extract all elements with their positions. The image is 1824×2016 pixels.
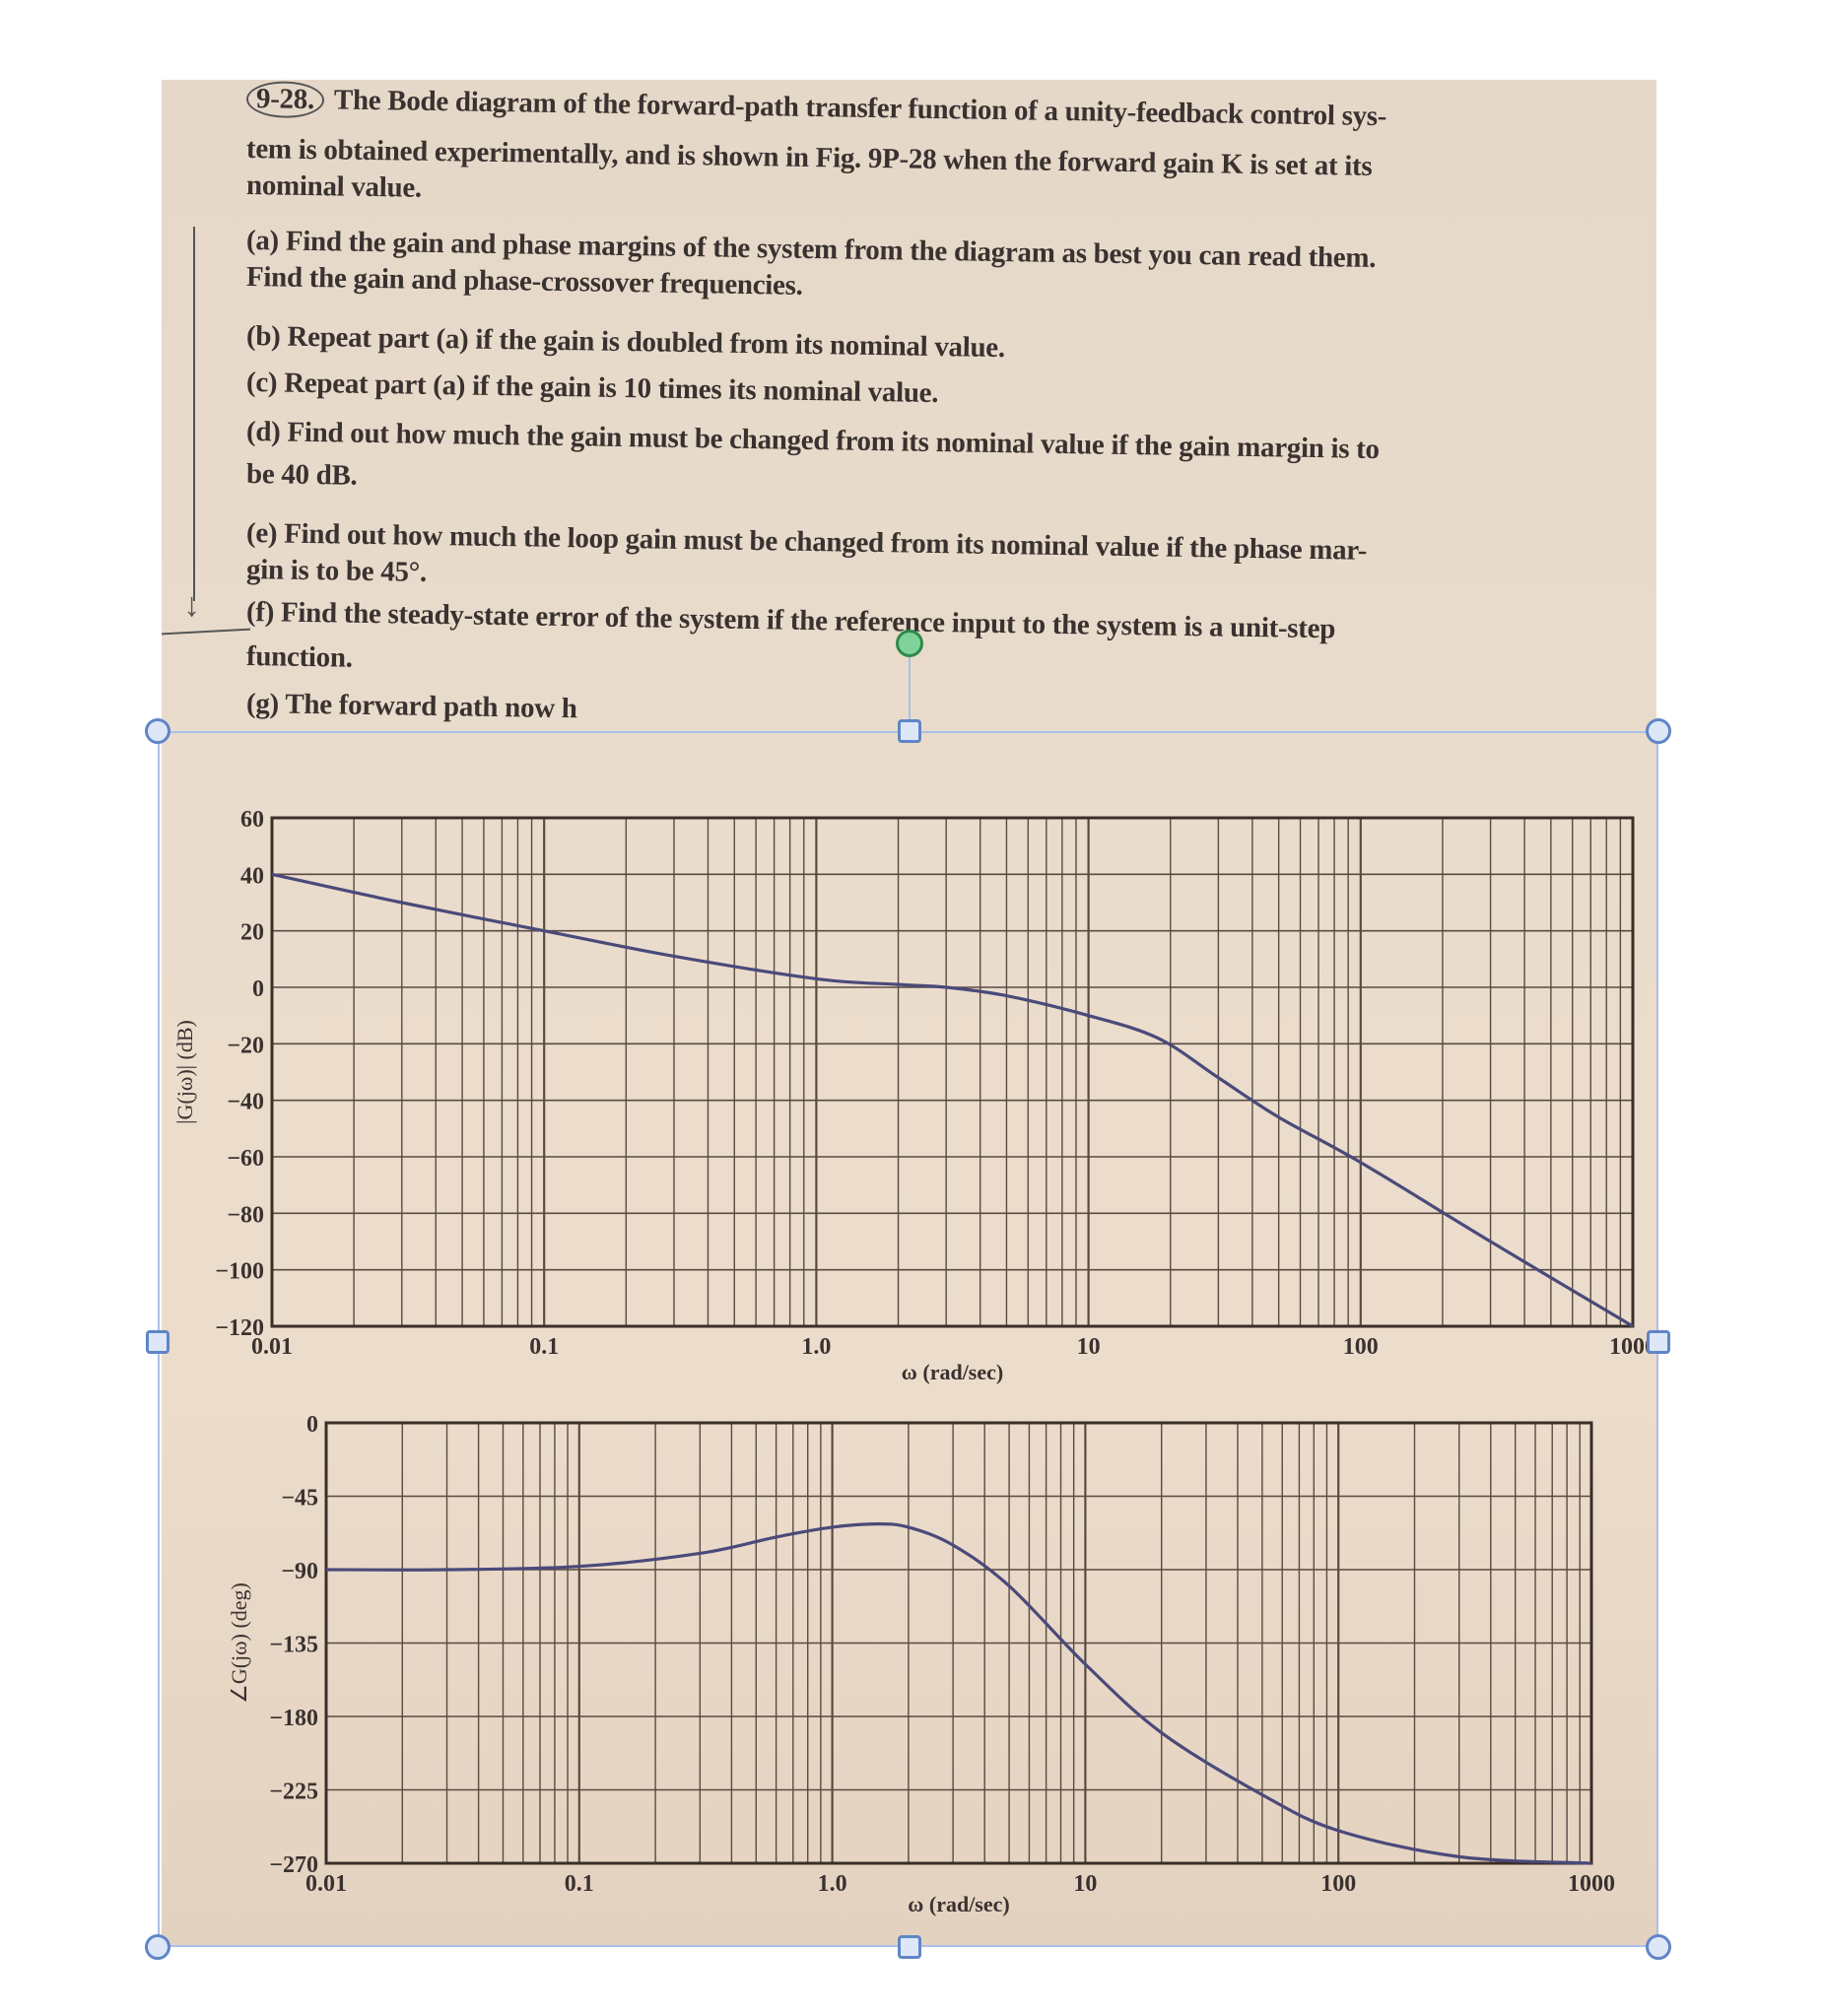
x-axis-label: ω (rad/sec) — [902, 1360, 1003, 1384]
y-tick-label: −180 — [269, 1706, 318, 1731]
y-tick-label: −60 — [227, 1146, 264, 1172]
y-tick-label: −100 — [215, 1259, 264, 1285]
y-tick-label: −45 — [281, 1486, 318, 1512]
y-tick-label: 0 — [306, 1412, 318, 1438]
y-tick-label: −225 — [269, 1780, 318, 1805]
x-tick-label: 0.01 — [251, 1334, 293, 1360]
rotate-handle[interactable] — [896, 630, 923, 657]
x-tick-label: 1000 — [1568, 1871, 1615, 1897]
y-tick-label: −80 — [227, 1202, 264, 1228]
magnitude-curve — [271, 872, 1634, 1328]
x-tick-label: 0.1 — [565, 1871, 594, 1897]
x-tick-label: 100 — [1320, 1871, 1356, 1897]
y-tick-label: −40 — [227, 1090, 264, 1115]
y-axis-label: |G(jω)| (dB) — [172, 1020, 197, 1124]
y-tick-label: −270 — [269, 1852, 318, 1878]
resize-handle-bottom[interactable] — [898, 1935, 921, 1959]
y-tick-label: −120 — [215, 1315, 264, 1341]
x-tick-label: 100 — [1343, 1334, 1379, 1360]
x-tick-label: 10 — [1073, 1871, 1097, 1897]
x-tick-label: 0.01 — [305, 1871, 347, 1897]
resize-handle-bottom-right[interactable] — [1646, 1934, 1671, 1960]
x-tick-label: 10 — [1077, 1334, 1101, 1360]
selection-border — [158, 731, 1658, 1947]
y-tick-label: 60 — [240, 807, 264, 833]
resize-handle-left[interactable] — [146, 1330, 169, 1354]
y-tick-label: 40 — [240, 863, 264, 889]
x-tick-label: 1.0 — [801, 1334, 831, 1360]
resize-handle-top[interactable] — [898, 719, 921, 743]
y-tick-label: −20 — [227, 1033, 264, 1058]
y-axis-label: ∠G(jω) (deg) — [227, 1582, 251, 1704]
x-tick-label: 0.1 — [529, 1334, 559, 1360]
resize-handle-top-right[interactable] — [1646, 718, 1671, 744]
x-tick-label: 1.0 — [818, 1871, 847, 1897]
x-axis-label: ω (rad/sec) — [908, 1892, 1009, 1916]
y-tick-label: −90 — [281, 1559, 318, 1584]
y-tick-label: −135 — [269, 1633, 318, 1658]
y-tick-label: 0 — [252, 976, 264, 1002]
plot-frame — [270, 816, 1635, 1328]
rotate-stem — [909, 657, 911, 731]
handwritten-bracket — [193, 227, 195, 601]
resize-handle-bottom-left[interactable] — [145, 1934, 170, 1960]
y-tick-label: 20 — [240, 920, 264, 946]
resize-handle-right[interactable] — [1647, 1330, 1670, 1354]
resize-handle-top-left[interactable] — [145, 718, 170, 744]
phase-curve — [325, 1522, 1592, 1865]
plot-frame — [324, 1421, 1593, 1865]
handwritten-arrow-icon: ↓ — [183, 587, 200, 624]
